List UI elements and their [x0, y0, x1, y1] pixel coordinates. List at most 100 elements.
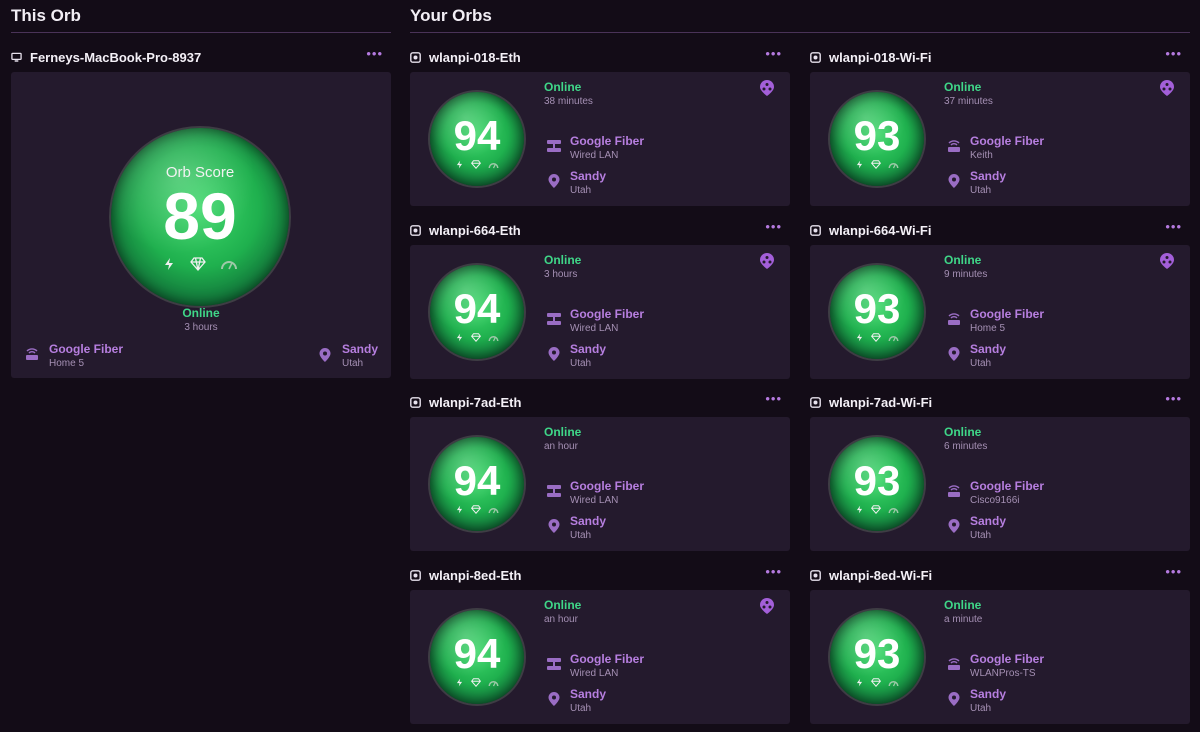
this-orb-menu-button[interactable]: •••	[366, 46, 383, 61]
responsiveness-icon	[455, 505, 464, 514]
location-pin-icon	[947, 346, 963, 362]
orb-network: Google Fiber	[570, 307, 645, 321]
this-orb-score-orb: Orb Score 89	[111, 128, 289, 306]
orb-header: wlanpi-8ed-Eth •••	[410, 564, 790, 586]
this-orb-card[interactable]: Orb Score 89 Online 3 hours Google Fiber…	[11, 72, 391, 378]
orb-score-value: 93	[853, 457, 901, 504]
orb-metrics	[455, 160, 499, 169]
orb-menu-button[interactable]: •••	[765, 564, 782, 579]
location-pin-icon	[318, 347, 334, 363]
orb-card[interactable]: 94 Online an hour Google Fiber Wired LAN Sand…	[410, 590, 790, 724]
orb-header: wlanpi-664-Eth •••	[410, 219, 790, 241]
orb-network-sub: WLANPros-TS	[970, 668, 1036, 679]
orb-score-orb: 93	[830, 610, 924, 704]
orb-location: Sandy	[570, 687, 607, 701]
orb-since: 38 minutes	[544, 96, 593, 107]
location-pin-icon	[947, 518, 963, 534]
orb-score-value: 94	[453, 630, 501, 677]
orb-network: Google Fiber	[570, 479, 645, 493]
speed-icon	[888, 160, 899, 169]
orb-card[interactable]: 94 Online 3 hours Google Fiber Wired LAN Sand…	[410, 245, 790, 379]
shared-location-badge-icon[interactable]	[759, 79, 775, 97]
reliability-icon	[871, 333, 881, 342]
ethernet-icon	[546, 138, 562, 154]
orb-score-value: 94	[453, 457, 501, 504]
orb-menu-button[interactable]: •••	[1165, 219, 1182, 234]
reliability-icon	[871, 678, 881, 687]
orb-status: Online	[544, 425, 582, 439]
orb-menu-button[interactable]: •••	[765, 46, 782, 61]
orb-score-label: Orb Score	[165, 163, 235, 181]
location-pin-icon	[547, 346, 563, 362]
orb-since: a minute	[944, 614, 983, 625]
router-icon	[946, 138, 962, 154]
wlanpi-device-icon	[410, 224, 421, 236]
orb-network-sub: Wired LAN	[570, 495, 619, 506]
reliability-icon	[471, 160, 481, 169]
orb-location: Sandy	[570, 342, 607, 356]
orb-score-orb: 93	[830, 437, 924, 531]
orb-card[interactable]: 93 Online 9 minutes Google Fiber Home 5 Sandy…	[810, 245, 1190, 379]
shared-location-badge-icon[interactable]	[1159, 252, 1175, 270]
this-orb-location: Sandy	[342, 342, 379, 356]
speed-icon	[888, 505, 899, 514]
orb-menu-button[interactable]: •••	[765, 391, 782, 406]
wlanpi-device-icon	[410, 569, 421, 581]
orb-header: wlanpi-018-Wi-Fi •••	[810, 46, 1190, 68]
orb-status: Online	[944, 425, 982, 439]
reliability-icon	[471, 333, 481, 342]
orb-since: 9 minutes	[944, 269, 988, 280]
orb-network: Google Fiber	[970, 479, 1045, 493]
responsiveness-icon	[455, 333, 464, 342]
orb-score-orb: 94	[430, 437, 524, 531]
orb-menu-button[interactable]: •••	[1165, 564, 1182, 579]
location-pin-icon	[547, 518, 563, 534]
shared-location-badge-icon[interactable]	[759, 597, 775, 615]
orb-location-sub: Utah	[570, 530, 592, 541]
orb-card[interactable]: 94 Online 38 minutes Google Fiber Wired LAN S…	[410, 72, 790, 206]
location-pin-icon	[547, 173, 563, 189]
reliability-icon	[471, 678, 481, 687]
orb-card[interactable]: 94 Online an hour Google Fiber Wired LAN Sand…	[410, 417, 790, 551]
this-orb-name: Ferneys-MacBook-Pro-8937	[30, 49, 202, 65]
orb-location-sub: Utah	[570, 358, 592, 369]
shared-location-badge-icon[interactable]	[1159, 79, 1175, 97]
shared-location-badge-icon[interactable]	[759, 252, 775, 270]
orb-card[interactable]: 93 Online 37 minutes Google Fiber Keith Sandy…	[810, 72, 1190, 206]
orb-location-sub: Utah	[570, 703, 592, 714]
orb-location-sub: Utah	[970, 530, 992, 541]
speed-icon	[888, 678, 899, 687]
router-icon	[24, 346, 40, 362]
orb-since: 37 minutes	[944, 96, 993, 107]
orb-card[interactable]: 93 Online a minute Google Fiber WLANPros-TS S…	[810, 590, 1190, 724]
orb-name: wlanpi-7ad-Eth	[429, 394, 522, 410]
speed-icon	[488, 333, 499, 342]
orb-menu-button[interactable]: •••	[1165, 391, 1182, 406]
orb-metrics	[855, 505, 899, 514]
this-orb-divider	[11, 32, 391, 33]
orb-metrics	[855, 333, 899, 342]
responsiveness-icon	[162, 257, 176, 271]
orb-header: wlanpi-664-Wi-Fi •••	[810, 219, 1190, 241]
wlanpi-device-icon	[810, 224, 821, 236]
orb-score-orb: 94	[430, 610, 524, 704]
this-orb-since: 3 hours	[184, 322, 218, 333]
orb-score-value: 93	[853, 112, 901, 159]
router-icon	[946, 656, 962, 672]
orb-score-orb: 93	[830, 92, 924, 186]
orb-score-orb: 94	[430, 265, 524, 359]
location-pin-icon	[947, 173, 963, 189]
speed-icon	[488, 505, 499, 514]
orb-location-sub: Utah	[970, 358, 992, 369]
ethernet-icon	[546, 656, 562, 672]
location-pin-icon	[947, 691, 963, 707]
responsiveness-icon	[855, 160, 864, 169]
orb-metrics	[455, 333, 499, 342]
orb-menu-button[interactable]: •••	[765, 219, 782, 234]
orb-location: Sandy	[970, 342, 1007, 356]
orb-card[interactable]: 93 Online 6 minutes Google Fiber Cisco9166i S…	[810, 417, 1190, 551]
wlanpi-device-icon	[410, 51, 421, 63]
orb-network: Google Fiber	[970, 307, 1045, 321]
orb-menu-button[interactable]: •••	[1165, 46, 1182, 61]
orb-header: wlanpi-7ad-Eth •••	[410, 391, 790, 413]
